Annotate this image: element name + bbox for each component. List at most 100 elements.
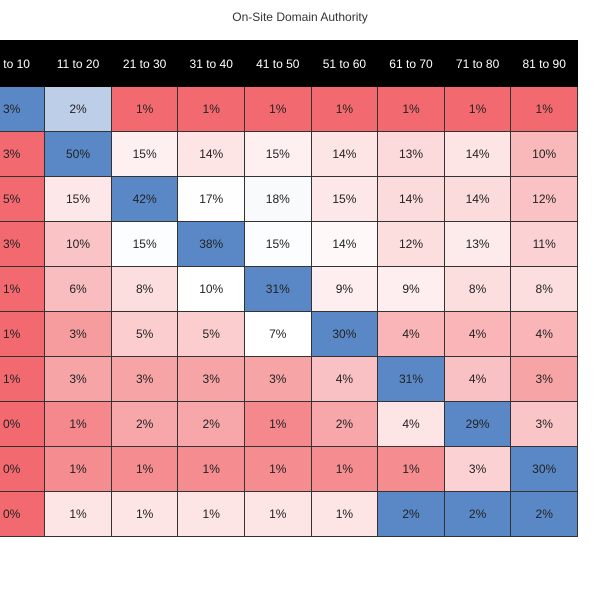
heatmap-cell: 1% (244, 401, 312, 447)
heatmap-cell: 1% (110, 86, 179, 132)
heatmap-cell: 14% (443, 131, 512, 177)
heatmap-cell: 10% (177, 266, 245, 312)
heatmap-cell: 1% (177, 491, 245, 537)
heatmap-cell: 9% (310, 266, 379, 312)
heatmap-cell: 1% (377, 86, 445, 132)
heatmap-cell: 3% (177, 356, 245, 402)
heatmap-cell: 31% (377, 356, 445, 402)
heatmap-cell: 3% (44, 356, 112, 402)
heatmap-cell: 3% (443, 446, 512, 492)
heatmap-cell: 14% (177, 131, 245, 177)
heatmap-row: 0% 1% 1% 1% 1% 1% 1% 3% 30% (0, 446, 578, 492)
heatmap-cell: 42% (110, 176, 179, 222)
heatmap-cell: 14% (310, 221, 379, 267)
heatmap-cell: 15% (244, 221, 312, 267)
heatmap-cell: 3% (510, 401, 578, 447)
heatmap-row: 0% 1% 1% 1% 1% 1% 2% 2% 2% (0, 491, 578, 537)
heatmap-cell: 30% (310, 311, 379, 357)
heatmap-cell: 3% (0, 221, 46, 267)
heatmap-cell: 5% (177, 311, 245, 357)
heatmap-cell: 7% (244, 311, 312, 357)
heatmap-cell: 1% (510, 86, 578, 132)
column-header: 0 to 10 (0, 40, 46, 87)
heatmap-cell: 2% (177, 401, 245, 447)
heatmap-cell: 2% (510, 491, 578, 537)
heatmap-cell: 4% (310, 356, 379, 402)
heatmap-cell: 11% (510, 221, 578, 267)
column-header: 71 to 80 (443, 40, 512, 87)
heatmap-cell: 14% (377, 176, 445, 222)
heatmap-cell: 5% (0, 176, 46, 222)
heatmap-cell: 3% (0, 86, 46, 132)
heatmap-cell: 1% (44, 401, 112, 447)
heatmap-cell: 1% (0, 311, 46, 357)
chart-title: On-Site Domain Authority (232, 10, 368, 24)
heatmap-cell: 2% (377, 491, 445, 537)
heatmap-cell: 13% (443, 221, 512, 267)
heatmap-cell: 10% (510, 131, 578, 177)
heatmap-cell: 50% (44, 131, 112, 177)
heatmap-cell: 14% (310, 131, 379, 177)
heatmap-cell: 1% (310, 446, 379, 492)
heatmap-cell: 8% (110, 266, 179, 312)
heatmap-cell: 4% (377, 311, 445, 357)
heatmap-cell: 38% (177, 221, 245, 267)
heatmap-cell: 31% (244, 266, 312, 312)
heatmap-cell: 2% (310, 401, 379, 447)
heatmap-cell: 15% (44, 176, 112, 222)
heatmap-cell: 1% (0, 266, 46, 312)
heatmap-cell: 15% (110, 221, 179, 267)
heatmap-cell: 0% (0, 446, 46, 492)
heatmap-cell: 3% (244, 356, 312, 402)
column-header: 11 to 20 (44, 40, 112, 87)
heatmap-cell: 2% (44, 86, 112, 132)
heatmap-cell: 1% (110, 446, 179, 492)
heatmap-cell: 1% (310, 86, 379, 132)
heatmap-row: 3% 10% 15% 38% 15% 14% 12% 13% 11% (0, 221, 578, 267)
heatmap-cell: 13% (377, 131, 445, 177)
column-header: 81 to 90 (510, 40, 578, 87)
heatmap-cell: 3% (44, 311, 112, 357)
heatmap-cell: 4% (510, 311, 578, 357)
heatmap-cell: 15% (244, 131, 312, 177)
heatmap-cell: 8% (443, 266, 512, 312)
heatmap-row: 5% 15% 42% 17% 18% 15% 14% 14% 12% (0, 176, 578, 222)
heatmap-cell: 1% (443, 86, 512, 132)
heatmap-cell: 1% (110, 491, 179, 537)
heatmap-cell: 3% (510, 356, 578, 402)
heatmap-cell: 2% (443, 491, 512, 537)
heatmap-cell: 0% (0, 401, 46, 447)
heatmap-cell: 12% (377, 221, 445, 267)
heatmap-cell: 29% (443, 401, 512, 447)
heatmap-cell: 4% (443, 311, 512, 357)
heatmap-cell: 1% (244, 446, 312, 492)
heatmap-cell: 0% (0, 491, 46, 537)
heatmap-cell: 3% (110, 356, 179, 402)
heatmap-cell: 1% (244, 86, 312, 132)
column-header: 31 to 40 (177, 40, 245, 87)
heatmap-cell: 1% (177, 446, 245, 492)
heatmap-cell: 1% (177, 86, 245, 132)
heatmap-row: 1% 6% 8% 10% 31% 9% 9% 8% 8% (0, 266, 578, 312)
column-header: 41 to 50 (244, 40, 312, 87)
heatmap-cell: 10% (44, 221, 112, 267)
heatmap-cell: 15% (110, 131, 179, 177)
heatmap-cell: 30% (510, 446, 578, 492)
heatmap-cell: 2% (110, 401, 179, 447)
heatmap-cell: 1% (244, 491, 312, 537)
column-header: 61 to 70 (377, 40, 445, 87)
heatmap-row: 1% 3% 5% 5% 7% 30% 4% 4% 4% (0, 311, 578, 357)
heatmap-cell: 8% (510, 266, 578, 312)
heatmap-cell: 4% (377, 401, 445, 447)
heatmap-cell: 14% (443, 176, 512, 222)
column-header: 21 to 30 (110, 40, 179, 87)
heatmap-cell: 15% (310, 176, 379, 222)
heatmap-cell: 1% (44, 491, 112, 537)
heatmap-cell: 3% (0, 131, 46, 177)
heatmap-cell: 9% (377, 266, 445, 312)
heatmap-cell: 1% (0, 356, 46, 402)
heatmap-cell: 5% (110, 311, 179, 357)
heatmap-cell: 1% (44, 446, 112, 492)
